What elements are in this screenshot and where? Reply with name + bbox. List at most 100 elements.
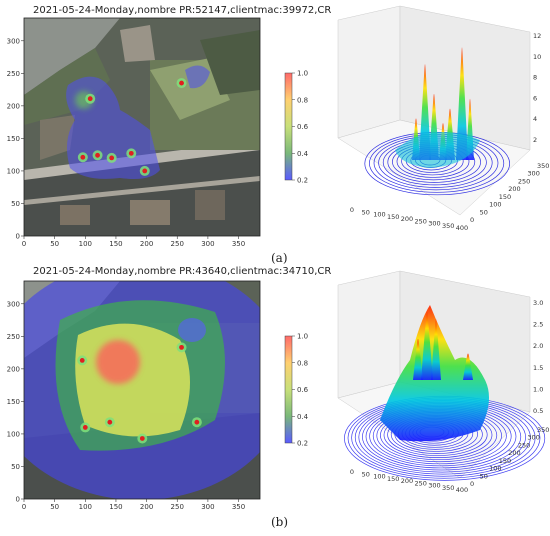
y3d-tick-label: 50 xyxy=(480,472,488,480)
hotspot-a xyxy=(176,78,187,89)
colorbar-tick-label: 0.4 xyxy=(297,413,309,421)
hotspot-b xyxy=(77,355,88,366)
z-tick-label: 2 xyxy=(533,136,537,144)
heatmap-b: 0 50 100 150 200 250 300 350 0 50 100 150 200 250 300 xyxy=(7,280,261,511)
z-tick-label: 0.5 xyxy=(533,407,543,415)
y-tick-label-b: 100 xyxy=(7,430,20,438)
y-tick-label-a: 50 xyxy=(11,200,20,208)
panel-a-title: 2021-05-24-Monday,nombre PR:52147,client… xyxy=(33,5,332,16)
y-tick-label-b: 250 xyxy=(7,333,20,341)
x3d-tick-label: 50 xyxy=(362,208,370,216)
x-tick-label-a: 300 xyxy=(201,240,214,248)
y-tick-label-a: 200 xyxy=(7,102,20,110)
hotspots-b xyxy=(77,342,202,444)
density-overlay-b xyxy=(24,281,260,499)
colorbar-tick-label: 0.2 xyxy=(297,440,308,448)
y3d-tick-label: 200 xyxy=(508,185,520,193)
z-tick-label: 8 xyxy=(533,74,537,82)
hotspot-a xyxy=(106,152,117,163)
y-tick-label-a: 150 xyxy=(7,135,20,143)
y-tick-label-a: 0 xyxy=(16,233,20,241)
x-tick-label-b: 300 xyxy=(201,503,214,511)
z-tick-label: 3.0 xyxy=(533,299,543,307)
x3d-tick-label: 50 xyxy=(362,470,370,478)
x3d-tick-label: 250 xyxy=(415,217,427,225)
y-tick-label-b: 150 xyxy=(7,398,20,406)
y3d-tick-label: 300 xyxy=(527,434,539,442)
y3d-tick-label: 250 xyxy=(518,177,530,185)
x3d-tick-label: 300 xyxy=(428,482,440,490)
y3d-tick-label: 150 xyxy=(499,457,511,465)
axes-a: 0 50 100 150 200 250 300 350 0 50 100 150 200 250 300 xyxy=(7,37,246,248)
hotspot-b xyxy=(137,433,148,444)
y3d-tick-label: 0 xyxy=(470,480,474,488)
y3d-tick-label: 0 xyxy=(470,216,474,224)
surface-peak xyxy=(413,338,423,380)
x3d-tick-label: 0 xyxy=(350,468,354,476)
colorbar-tick-label: 0.4 xyxy=(297,150,309,158)
surface-peak xyxy=(456,47,468,160)
surface-peak xyxy=(463,353,473,380)
x-tick-label-a: 100 xyxy=(79,240,92,248)
x-tick-label-a: 50 xyxy=(50,240,59,248)
surface-base xyxy=(395,132,480,168)
x-tick-label-a: 150 xyxy=(109,240,122,248)
x3d-tick-label: 200 xyxy=(401,215,413,223)
y3d-tick-label: 50 xyxy=(480,208,488,216)
caption-a: (a) xyxy=(271,251,288,265)
x-tick-label-b: 250 xyxy=(171,503,184,511)
hotspot-b xyxy=(191,417,202,428)
x-tick-label-b: 200 xyxy=(140,503,153,511)
y-tick-label-a: 300 xyxy=(7,37,20,45)
colorbar-a: 0.2 0.4 0.6 0.8 1.0 xyxy=(284,70,309,185)
colorbar-tick-label: 0.2 xyxy=(297,177,308,185)
hotspot-b xyxy=(104,417,115,428)
x-tick-label-b: 150 xyxy=(109,503,122,511)
z-tick-label: 1.0 xyxy=(533,385,543,393)
surface3d-b: 0.51.01.52.02.53.00 50 100 150 200 250 300 350 4… xyxy=(337,270,549,494)
hotspot-a xyxy=(92,150,103,161)
hotspot-a xyxy=(139,165,150,176)
colorbar-tick-label: 0.6 xyxy=(297,123,309,131)
x3d-tick-label: 400 xyxy=(456,486,468,494)
y3d-tick-label: 350 xyxy=(537,162,549,170)
z-tick-label: 2.0 xyxy=(533,342,543,350)
caption-b: (b) xyxy=(271,515,289,529)
z-tick-label: 6 xyxy=(533,94,537,102)
surface-b-ticks: 0.51.01.52.02.53.00 50 100 150 200 250 300 350 4… xyxy=(350,299,549,494)
hotspot-a xyxy=(85,93,96,104)
y-tick-label-b: 200 xyxy=(7,365,20,373)
x-tick-label-b: 350 xyxy=(232,503,245,511)
z-tick-label: 10 xyxy=(533,53,541,61)
x3d-tick-label: 250 xyxy=(415,479,427,487)
x-tick-label-b: 100 xyxy=(79,503,92,511)
x3d-tick-label: 150 xyxy=(387,213,399,221)
y3d-tick-label: 150 xyxy=(499,193,511,201)
y-tick-label-b: 50 xyxy=(11,463,20,471)
x-tick-label-a: 0 xyxy=(22,240,26,248)
surface-peaks-a xyxy=(395,47,480,168)
panel-b-title: 2021-05-24-Monday,nombre PR:43640,client… xyxy=(33,266,332,277)
hotspot-b xyxy=(80,422,91,433)
y-tick-label-a: 250 xyxy=(7,70,20,78)
hotspot-a xyxy=(126,148,137,159)
heatmap-a: 0 50 100 150 200 250 300 350 0 50 100 150 200 250 300 xyxy=(7,17,261,248)
heatmap-b-frame xyxy=(23,280,261,500)
y3d-tick-label: 200 xyxy=(508,449,520,457)
colorbar-tick-label: 0.8 xyxy=(297,359,308,367)
colorbar-tick-label: 0.6 xyxy=(297,386,309,394)
x3d-tick-label: 350 xyxy=(442,222,454,230)
colorbar-tick-label: 0.8 xyxy=(297,96,308,104)
y3d-tick-label: 100 xyxy=(489,201,501,209)
x3d-tick-label: 150 xyxy=(387,475,399,483)
x-tick-label-a: 250 xyxy=(171,240,184,248)
x-tick-label-b: 50 xyxy=(50,503,59,511)
x-tick-label-b: 0 xyxy=(22,503,26,511)
colorbar-tick-label: 1.0 xyxy=(297,70,308,78)
y3d-tick-label: 350 xyxy=(537,426,549,434)
y-tick-label-b: 0 xyxy=(16,496,20,504)
axes-b: 0 50 100 150 200 250 300 350 0 50 100 150 200 250 300 xyxy=(7,300,246,511)
heatmap-a-frame xyxy=(23,17,261,237)
hotspot-a xyxy=(77,152,88,163)
